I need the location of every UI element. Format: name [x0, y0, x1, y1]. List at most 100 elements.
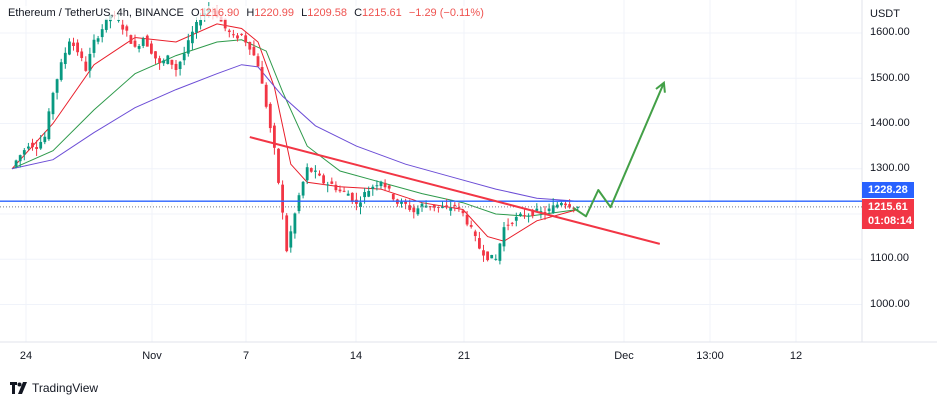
candle-down	[453, 204, 457, 206]
y-tick-1500: 1500.00	[870, 72, 910, 84]
candle-down	[150, 43, 153, 54]
candle-down	[486, 251, 489, 261]
candle-up	[182, 53, 186, 61]
candle-down	[285, 215, 289, 252]
candle-up	[371, 186, 375, 189]
candle-down	[391, 194, 395, 200]
low-value: 1209.58	[307, 7, 347, 19]
candle-down	[506, 224, 510, 226]
candle-down	[72, 42, 75, 46]
candle-down	[227, 30, 231, 33]
candle-up	[514, 216, 518, 221]
moving-averages	[11, 23, 578, 242]
candle-down	[469, 225, 473, 227]
candle-up	[297, 195, 301, 212]
candle-up	[326, 184, 330, 186]
candle-down	[273, 125, 276, 148]
candle-down	[412, 207, 416, 213]
x-tick-7: 7	[242, 350, 250, 362]
candlesticks	[14, 2, 580, 265]
candle-up	[314, 170, 317, 172]
x-tick-1300: 13:00	[696, 350, 724, 362]
x-tick-21: 21	[457, 350, 471, 362]
candle-up	[498, 243, 502, 261]
candle-up	[178, 61, 182, 70]
candle-up	[39, 141, 43, 149]
tradingview-branding[interactable]: TradingView	[10, 381, 98, 395]
candle-up	[195, 21, 198, 33]
candle-down	[338, 189, 342, 192]
low-label: L	[301, 7, 308, 19]
ema-mid-line	[11, 39, 578, 217]
candle-down	[260, 67, 264, 84]
candle-up	[88, 53, 92, 71]
candle-up	[100, 29, 104, 38]
candle-up	[560, 202, 563, 206]
candle-down	[244, 35, 248, 43]
candle-down	[322, 175, 325, 184]
candle-up	[14, 160, 18, 167]
candle-up	[47, 111, 51, 140]
candle-down	[80, 51, 84, 59]
candle-down	[145, 35, 149, 47]
y-tick-1000: 1000.00	[870, 298, 910, 310]
currency-label[interactable]: USDT	[870, 8, 900, 20]
candle-up	[141, 38, 145, 46]
open-value: 1216.90	[199, 7, 240, 19]
last-price-tag: 1215.61 01:08:14	[862, 199, 914, 229]
close-label: C	[354, 7, 363, 19]
candle-up	[375, 185, 379, 187]
candle-down	[264, 84, 268, 107]
candle-down	[564, 203, 567, 206]
candle-up	[137, 46, 141, 49]
symbol-legend[interactable]: Ethereum / TetherUS, 4h, BINANCE O1216.9…	[6, 6, 486, 20]
candle-down	[478, 238, 481, 249]
candle-down	[432, 204, 436, 208]
candle-down	[35, 147, 38, 149]
candle-down	[404, 201, 407, 204]
candle-up	[162, 60, 166, 64]
candle-up	[301, 181, 305, 196]
candle-down	[568, 204, 571, 208]
candle-down	[408, 205, 412, 210]
candle-down	[510, 222, 514, 224]
y-tick-1600: 1600.00	[870, 26, 910, 38]
candle-up	[166, 55, 170, 64]
candle-down	[125, 26, 129, 31]
x-tick-12: 12	[789, 350, 803, 362]
candle-down	[76, 42, 79, 53]
candle-up	[191, 31, 194, 44]
candle-down	[252, 46, 256, 56]
candle-up	[363, 192, 366, 198]
level-price-tag: 1228.28	[862, 182, 914, 198]
candle-down	[330, 181, 334, 184]
candle-down	[482, 250, 485, 256]
candle-up	[186, 40, 190, 54]
candle-down	[457, 207, 461, 209]
y-tick-1100: 1100.00	[870, 252, 909, 264]
x-tick-nov: Nov	[142, 350, 162, 362]
high-label: H	[246, 7, 255, 19]
change-value: −1.29 (−0.11%)	[408, 7, 484, 19]
candle-down	[318, 173, 321, 176]
candle-down	[445, 205, 448, 208]
candle-up	[117, 19, 120, 21]
x-tick-dec: Dec	[614, 350, 634, 362]
candle-up	[547, 208, 551, 211]
candle-up	[441, 207, 444, 209]
candle-down	[223, 18, 227, 29]
candle-up	[63, 52, 67, 65]
candle-down	[281, 184, 284, 213]
candle-down	[473, 231, 477, 237]
candle-down	[309, 168, 313, 172]
candle-up	[527, 215, 530, 217]
candle-up	[43, 136, 47, 143]
chart-grid	[0, 0, 862, 342]
candle-up	[18, 155, 22, 162]
high-value: 1220.99	[254, 7, 295, 19]
candle-down	[232, 34, 235, 36]
symbol-title[interactable]: Ethereum / TetherUS, 4h, BINANCE	[8, 7, 184, 19]
candle-up	[68, 41, 71, 55]
tradingview-logo-icon	[10, 382, 27, 394]
